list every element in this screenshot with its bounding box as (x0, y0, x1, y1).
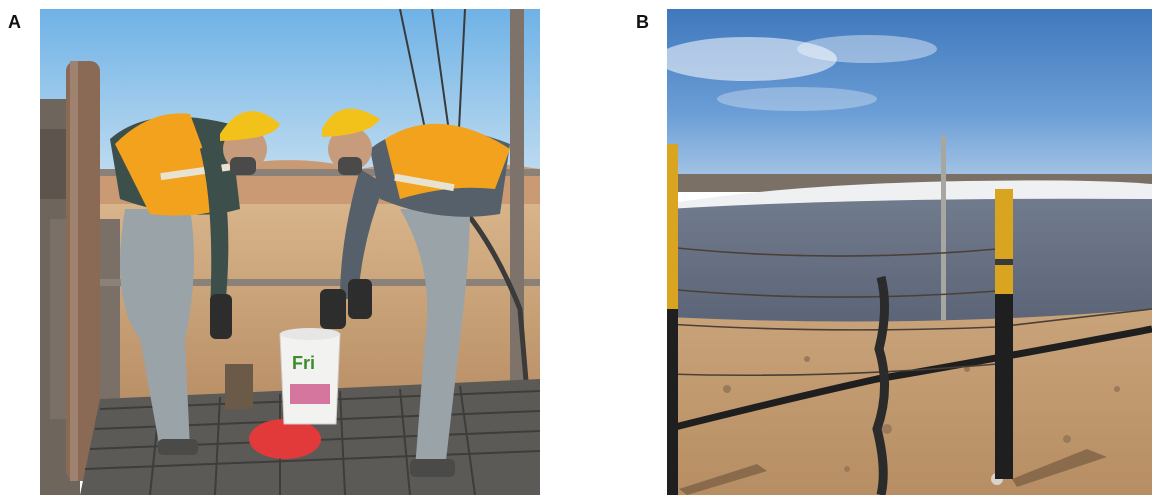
post-shadow (1012, 449, 1107, 487)
workers-scene-illustration: Fri (40, 9, 540, 495)
bucket-brand-text: Fri (292, 353, 315, 373)
worker-left-hard-hat (220, 111, 280, 141)
worker-right-pants (400, 209, 470, 469)
overhead-cable (399, 9, 426, 130)
worker-left-glove (210, 294, 232, 339)
worker-right-glove (348, 279, 372, 319)
post-highlight (70, 61, 78, 481)
panel-label-a: A (8, 12, 21, 32)
overhead-cable (431, 9, 451, 140)
railing-post (510, 9, 524, 429)
bucket-rim (280, 328, 340, 340)
overhead-cable (457, 9, 466, 150)
photo-workers-sampling: Fri (40, 9, 540, 495)
worker-right-boot (410, 459, 455, 477)
worker-right-glove (320, 289, 346, 329)
red-lid (249, 419, 321, 459)
photo-pond-fence (667, 9, 1152, 495)
post-shadow (679, 464, 767, 495)
desert-ground (667, 309, 1152, 495)
worker-left-respirator (230, 157, 256, 175)
panel-label-b: B (636, 12, 649, 32)
black-hose (667, 325, 1152, 433)
railing (100, 279, 540, 286)
railing (100, 169, 540, 176)
cloud (797, 35, 937, 63)
barbed-wire (667, 246, 1152, 377)
worker-right-arm (340, 169, 385, 299)
fence-post-right-dark (995, 294, 1013, 479)
cloud (667, 37, 837, 81)
white-bucket (279, 333, 341, 425)
cloud (717, 87, 877, 111)
sample-core (225, 364, 253, 409)
fence-post-left-dark (667, 309, 678, 495)
worker-left-boot (158, 439, 198, 455)
bucket-logo (290, 384, 330, 404)
tailings-pond (667, 198, 1152, 323)
vest-reflective-stripe (394, 173, 455, 192)
worker-right-respirator (338, 157, 362, 175)
pond-scene-illustration (667, 9, 1152, 495)
wire-wrap (995, 259, 1013, 265)
worker-right-hard-hat (322, 108, 380, 137)
worker-right (320, 108, 510, 477)
fence-stake-middle (872, 275, 890, 495)
utility-pole (941, 135, 946, 320)
worker-left-pants (120, 209, 194, 449)
worker-left-vest (115, 113, 225, 216)
worker-left (110, 111, 280, 455)
worker-left-arm (200, 139, 229, 309)
